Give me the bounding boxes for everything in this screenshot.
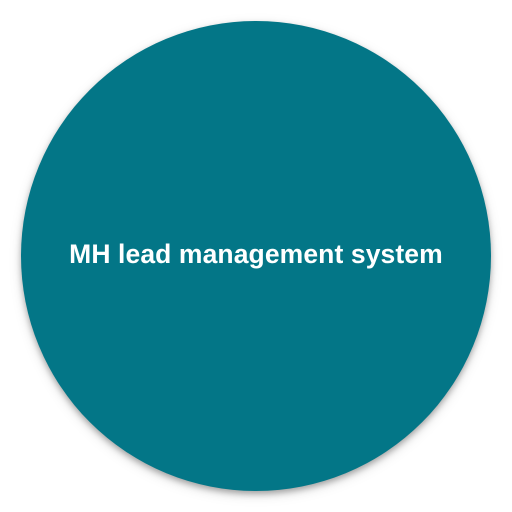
app-icon-circle[interactable] [21, 21, 491, 491]
app-name-label: MH lead management system [69, 239, 443, 269]
